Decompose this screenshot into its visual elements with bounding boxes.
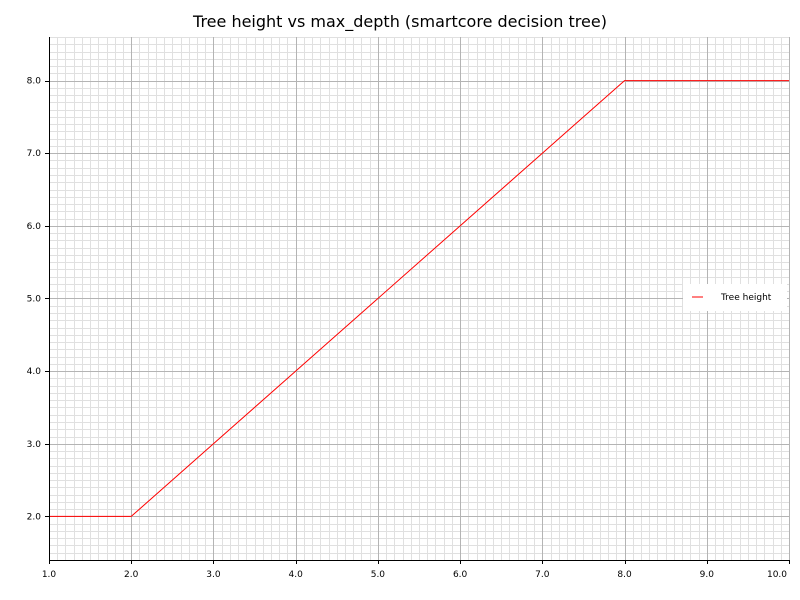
y-tick-label: 3.0 [27, 440, 42, 450]
x-tick-label: 2.0 [124, 570, 139, 580]
axes [49, 37, 789, 561]
legend: Tree height [683, 284, 787, 311]
x-tick-label: 8.0 [617, 570, 632, 580]
x-tick-label: 7.0 [535, 570, 550, 580]
x-tick-label: 10.0 [767, 570, 787, 580]
y-tick-label: 7.0 [27, 149, 42, 159]
legend-label: Tree height [720, 293, 772, 303]
x-tick-label: 9.0 [700, 570, 715, 580]
y-tick-label: 8.0 [27, 77, 42, 87]
x-tick-label: 1.0 [42, 570, 57, 580]
y-tick-label: 6.0 [27, 222, 42, 232]
x-tick-label: 5.0 [371, 570, 386, 580]
y-axis-ticks: 2.0 3.0 4.0 5.0 6.0 7.0 8.0 [27, 77, 49, 522]
x-tick-label: 3.0 [206, 570, 221, 580]
y-tick-label: 4.0 [27, 367, 42, 377]
y-tick-label: 2.0 [27, 512, 42, 522]
chart-title: Tree height vs max_depth (smartcore deci… [192, 12, 607, 32]
x-axis-ticks: 1.0 2.0 3.0 4.0 5.0 6.0 7.0 8.0 9.0 10.0 [42, 560, 790, 580]
x-tick-label: 6.0 [453, 570, 468, 580]
y-tick-label: 5.0 [27, 295, 42, 305]
x-tick-label: 4.0 [289, 570, 304, 580]
series-line [49, 80, 789, 517]
